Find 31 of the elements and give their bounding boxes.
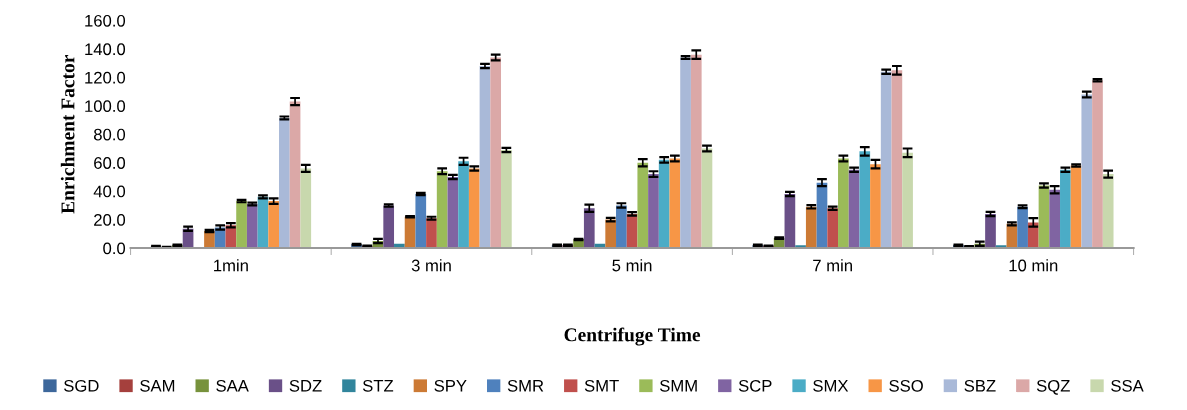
y-tick-label: 140.0 [85,43,126,56]
legend-label: SMX [813,379,849,392]
x-tick-label: 7 min [813,259,852,272]
y-tick-label: 60.0 [94,157,126,169]
legend-label: SDZ [289,379,322,392]
y-tick-label: 120.0 [85,71,126,84]
legend-label: SGD [64,379,99,392]
x-tick-label: 10 min [1009,259,1058,272]
y-tick-label: 20.0 [94,214,126,226]
legend-label: SPY [434,379,467,392]
y-tick-label: 40.0 [93,185,126,198]
y-tick-label: 80.0 [94,128,126,141]
x-tick-label: 1min [214,259,248,272]
legend-label: SSO [889,379,923,392]
x-tick-label: 3 min [411,259,451,272]
legend-label: SMM [659,379,697,392]
y-tick-label: 160.0 [85,14,126,27]
legend-label: SBZ [964,379,996,392]
y-axis-title: Enrichment Factor [60,55,75,214]
y-tick-label: 100.0 [85,100,126,113]
x-tick-label: 5 min [612,259,652,272]
legend-label: SMT [584,379,619,392]
legend-label: SQZ [1036,379,1070,395]
legend-label: SSA [1111,379,1144,392]
y-tick-label: 0.0 [103,242,126,255]
legend-label: SCP [738,379,772,392]
legend-label: SMR [507,379,544,392]
legend-label: SAM [140,379,175,392]
legend-label: SAA [216,379,249,392]
x-axis-title: Centrifuge Time [564,327,701,346]
legend-label: STZ [362,379,394,392]
